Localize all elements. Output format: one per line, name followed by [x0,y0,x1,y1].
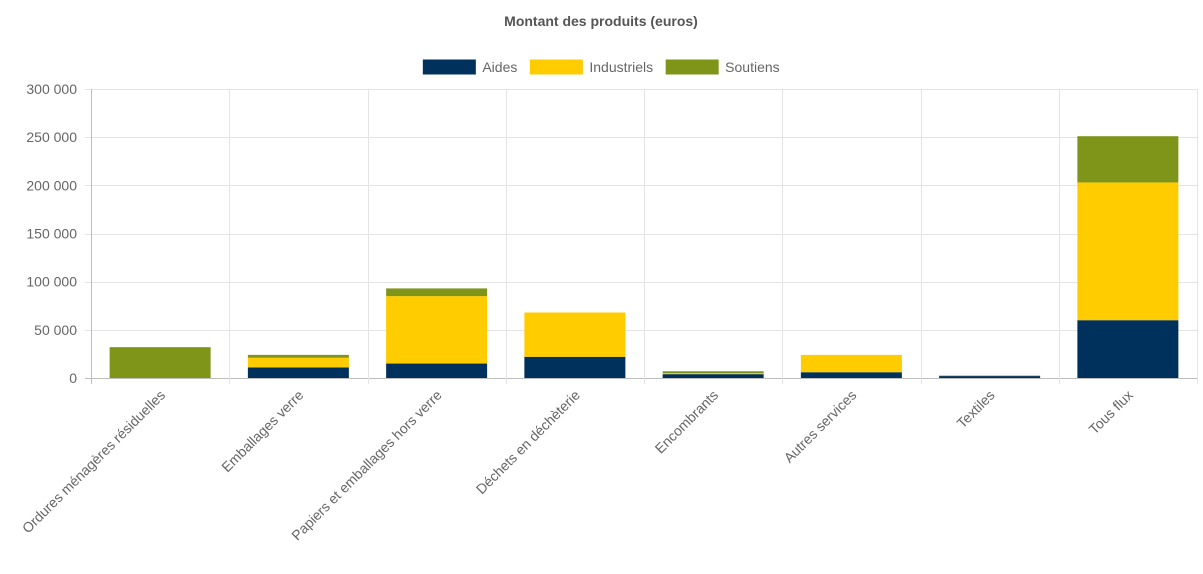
bar-segment-aides[interactable] [247,367,349,378]
legend-swatch [664,58,720,76]
x-tick-label: Autres services [781,387,860,466]
x-tick-label: Textiles [953,387,997,431]
bars [109,136,1179,378]
legend-swatch [421,58,477,76]
x-tick-label: Ordures ménagères résiduelles [19,387,168,536]
y-tick-label: 250 000 [26,129,77,145]
bar-segment-industriels[interactable] [1077,182,1179,321]
bar-segment-aides[interactable] [662,374,764,378]
bar-segment-soutiens[interactable] [662,371,764,374]
y-tick-label: 200 000 [26,177,77,193]
x-tick-label: Papiers et emballages hors verre [288,387,445,544]
bar-segment-industriels[interactable] [386,296,488,364]
legend: Aides Industriels Soutiens [421,58,780,76]
y-tick-label: 50 000 [34,322,77,338]
legend-label: Soutiens [725,59,779,75]
y-axis-ticks: 0 50 000 100 000 150 000 200 000 250 000 300 0… [26,81,77,386]
y-tick-label: 300 000 [26,81,77,97]
legend-swatch [528,58,584,76]
bar-segment-aides[interactable] [386,363,488,378]
bar-segment-industriels[interactable] [247,357,349,368]
y-tick-label: 150 000 [26,226,77,242]
y-tick-label: 100 000 [26,274,77,290]
bar-segment-industriels[interactable] [800,354,902,373]
bar-segment-aides[interactable] [1077,320,1179,378]
bar-segment-aides[interactable] [939,376,1041,378]
x-tick-label: Tous flux [1086,387,1136,437]
x-tick-label: Encombrants [652,387,722,457]
x-tick-label: Emballages verre [218,387,306,475]
bar-segment-industriels[interactable] [524,312,626,357]
x-axis-ticks: Ordures ménagères résiduelles Emballages … [19,387,1136,544]
legend-label: Industriels [589,59,653,75]
bar-segment-soutiens[interactable] [247,354,349,358]
bar-segment-soutiens[interactable] [109,347,211,378]
legend-item-soutiens[interactable]: Soutiens [664,58,780,76]
bar-segment-aides[interactable] [800,372,902,378]
bar-segment-industriels[interactable] [662,373,764,375]
bar-segment-soutiens[interactable] [386,288,488,297]
bar-segment-aides[interactable] [524,356,626,378]
chart-title: Montant des produits (euros) [504,13,698,29]
legend-label: Aides [482,59,517,75]
legend-item-industriels[interactable]: Industriels [528,58,653,76]
y-tick-label: 0 [69,370,77,386]
x-tick-label: Déchets en déchèterie [473,387,584,498]
grid [85,89,1198,384]
bar-segment-soutiens[interactable] [1077,136,1179,183]
legend-item-aides[interactable]: Aides [421,58,517,76]
